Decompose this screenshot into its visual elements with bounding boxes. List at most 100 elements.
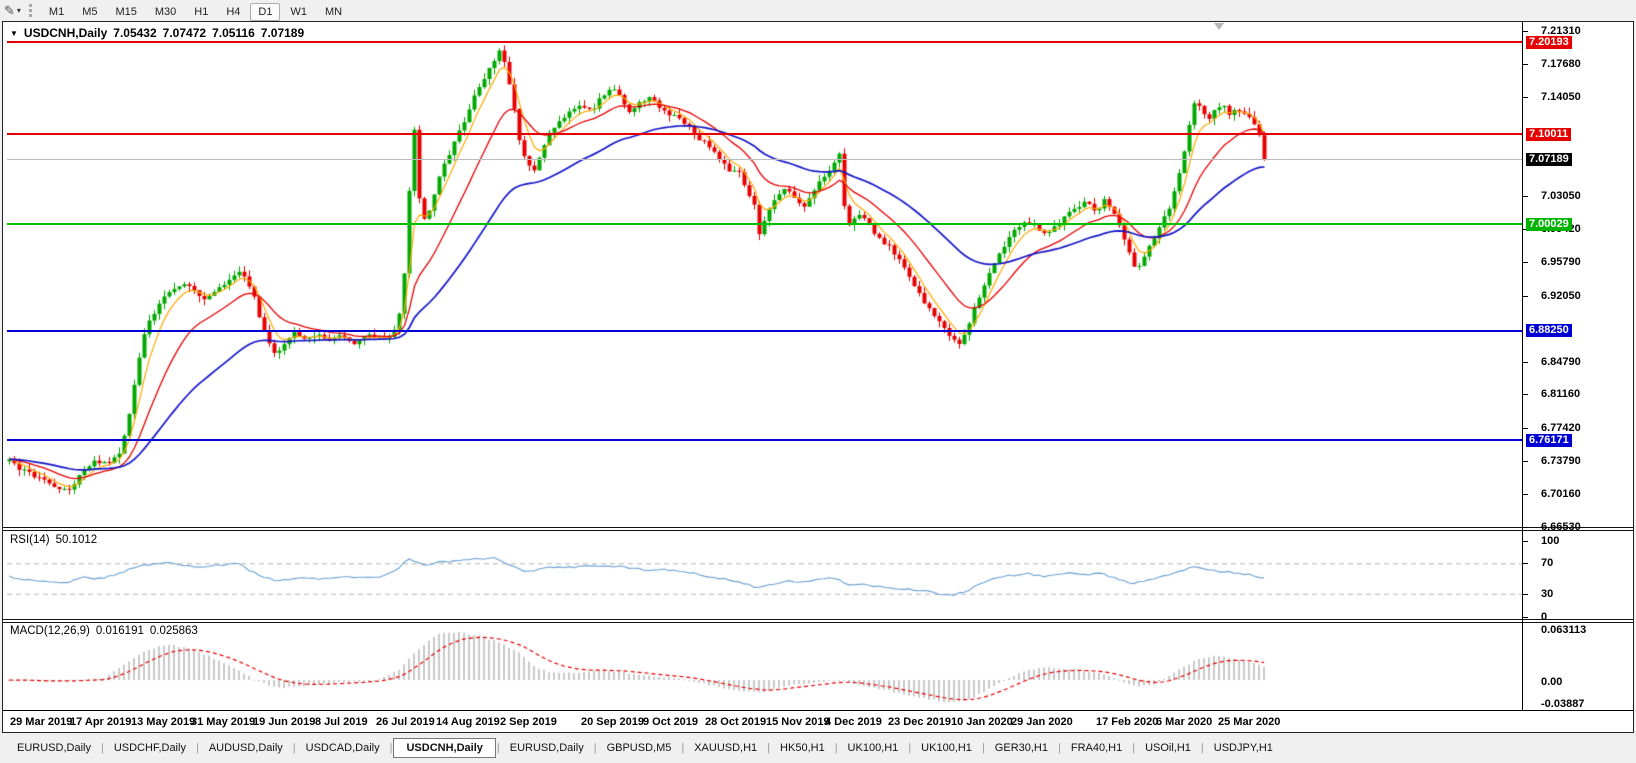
chart-symbol: USDCNH,Daily [23,26,108,40]
timeframe-button-h4[interactable]: H4 [226,5,241,18]
timeframe-button-m1[interactable]: M1 [48,5,65,18]
chart-tab-ger30-h1[interactable]: GER30,H1 [994,742,1048,754]
hline-support-upper[interactable] [7,329,1522,332]
tab-divider: | [834,742,838,754]
price-tick-label: 7.14050 [1541,91,1581,104]
timeframe-button-h1[interactable]: H1 [194,5,209,18]
line-studies-icon[interactable]: ✎ [4,2,15,18]
price-tick-mark [1522,229,1528,231]
hline-pivot[interactable] [7,223,1522,226]
tab-divider: | [767,742,771,754]
pane-separator[interactable] [3,527,1633,528]
timeframe-button-d1[interactable]: D1 [250,2,281,21]
tab-divider: | [1058,742,1061,754]
price-tick-label: 6.66530 [1541,520,1581,533]
chart-tab-xauusd-h1[interactable]: XAUUSD,H1 [694,742,758,754]
rsi-axis-label: 0 [1541,610,1548,623]
chart-tab-usoil-h1[interactable]: USOil,H1 [1145,742,1191,754]
price-tick-label: 6.84790 [1541,355,1581,368]
rsi-tick-mark [1522,563,1528,565]
tab-divider: | [681,742,685,754]
ohlc-high: 7.07472 [162,26,207,40]
timeframe-buttons: M1 M5 M15 M30 H1 H4 D1 W1 MN [40,2,351,21]
price-tick-label: 6.95790 [1541,256,1581,269]
rsi-tick-mark [1522,540,1528,542]
price-badge: 7.20193 [1526,35,1572,49]
timeframe-button-mn[interactable]: MN [324,5,343,18]
chart-tab-uk100-h1[interactable]: UK100,H1 [847,742,899,754]
price-axis-line [1522,22,1523,710]
price-tick-mark [1522,31,1528,33]
macd-axis-label: -0.03887 [1541,698,1585,710]
chart-title: ▼ USDCNH,Daily 7.05432 7.07472 7.05116 7… [10,26,304,40]
date-axis-label: 25 Mar 2020 [1218,716,1281,728]
chart-tab-uk100-h1[interactable]: UK100,H1 [921,742,972,754]
price-badge: 6.76171 [1526,433,1572,447]
date-axis-label: 17 Apr 2019 [70,716,132,728]
chart-dropdown-icon[interactable]: ▼ [10,28,18,38]
macd-pane-canvas[interactable] [7,623,1522,710]
hline-current-price[interactable] [7,159,1522,161]
date-axis-label: 4 Dec 2019 [825,716,882,728]
rsi-tick-mark [1522,593,1528,595]
price-tick-mark [1522,97,1528,99]
timeframe-button-m30[interactable]: M30 [154,5,177,18]
macd-main-value: 0.016191 [95,625,144,637]
date-axis-label: 9 Oct 2019 [643,716,699,728]
chart-tab-usdcad-daily[interactable]: USDCAD,Daily [305,742,380,754]
chart-tab-eurusd-daily[interactable]: EURUSD,Daily [17,742,91,754]
rsi-pane-canvas[interactable] [7,530,1522,618]
macd-axis-label: 0.00 [1541,676,1563,688]
price-tick-label: 7.03050 [1541,190,1581,203]
price-tick-mark [1522,295,1528,297]
chart-shift-marker[interactable] [1214,23,1224,30]
pane-separator[interactable] [3,619,1633,620]
price-tick-label: 7.17680 [1541,58,1581,71]
chart-tab-hk50-h1[interactable]: HK50,H1 [780,742,825,754]
hline-resistance-lower[interactable] [7,133,1522,136]
timeframe-button-m15[interactable]: M15 [115,5,137,18]
price-tick-mark [1522,428,1528,430]
chart-tab-eurusd-daily[interactable]: EURUSD,Daily [509,742,584,754]
tab-divider: | [195,742,199,754]
price-tick-mark [1522,196,1528,198]
date-axis[interactable]: 29 Mar 2019 17 Apr 2019 13 May 2019 31 May … [3,710,1633,732]
price-badge: 6.88250 [1526,324,1572,338]
chart-tab-usdjpy-h1[interactable]: USDJPY,H1 [1213,742,1273,754]
price-tick-mark [1522,394,1528,396]
pane-separator[interactable] [3,530,1633,531]
date-axis-label: 2 Sep 2019 [500,716,557,728]
chart-tab-usdcnh-daily[interactable]: USDCNH,Daily [393,738,496,758]
chart-tab-fra40-h1[interactable]: FRA40,H1 [1070,742,1123,754]
hline-resistance-upper[interactable] [7,41,1522,43]
hline-support-lower[interactable] [7,439,1522,441]
main-chart-canvas[interactable] [7,25,1522,527]
toolbar-grip[interactable] [28,4,32,17]
rsi-axis-label: 70 [1541,557,1554,570]
date-axis-label: 28 Oct 2019 [705,716,767,728]
pane-separator[interactable] [3,622,1633,623]
dropdown-arrow-icon[interactable]: ▾ [16,6,21,15]
rsi-current-value: 50.1012 [55,534,98,546]
macd-axis-label: 0.063113 [1541,624,1587,636]
chart-tab-usdchf-daily[interactable]: USDCHF,Daily [113,742,186,754]
timeframe-button-m5[interactable]: M5 [82,5,98,18]
date-axis-label: 17 Feb 2020 [1096,716,1159,728]
tab-divider: | [981,742,985,754]
chart-tab-audusd-daily[interactable]: AUDUSD,Daily [208,742,283,754]
timeframe-button-w1[interactable]: W1 [290,5,307,18]
date-axis-label: 31 May 2019 [191,716,256,728]
date-axis-label: 23 Dec 2019 [888,716,951,728]
price-tick-mark [1522,361,1528,363]
price-badge: 7.10011 [1526,127,1572,141]
tab-divider: | [1200,742,1204,754]
rsi-label: RSI(14) 50.1012 [10,534,97,546]
chart-tab-gbpusd-m5[interactable]: GBPUSD,M5 [606,742,672,754]
tab-divider: | [100,742,104,754]
date-axis-label: 10 Jan 2020 [951,716,1013,728]
price-tick-mark [1522,64,1528,66]
tab-divider: | [496,742,500,754]
price-axis[interactable]: 7.213107.176807.140507.030506.994206.957… [1522,22,1633,710]
price-tick-label: 6.77420 [1541,422,1581,435]
